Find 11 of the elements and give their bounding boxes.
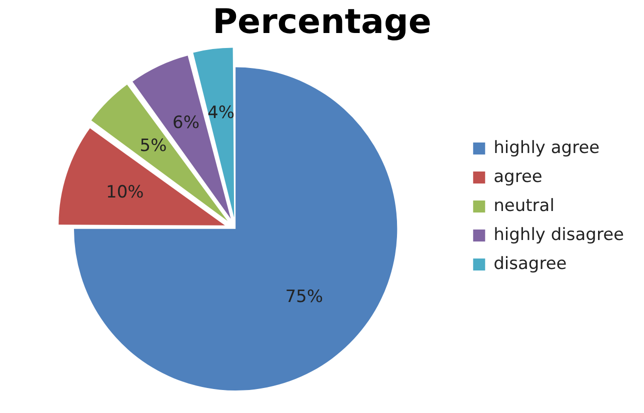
data-label: 5% [140, 136, 167, 156]
legend-label: highly disagree [494, 224, 624, 245]
data-label: 10% [106, 182, 144, 202]
legend-label: agree [494, 166, 542, 187]
chart-title: Percentage [212, 2, 432, 42]
data-label: 6% [172, 113, 200, 134]
legend-label: neutral [494, 196, 554, 216]
legend-label: highly agree [494, 138, 600, 158]
data-label: 75% [285, 286, 324, 307]
data-label: 4% [207, 102, 234, 123]
legend-label: disagree [494, 254, 567, 274]
